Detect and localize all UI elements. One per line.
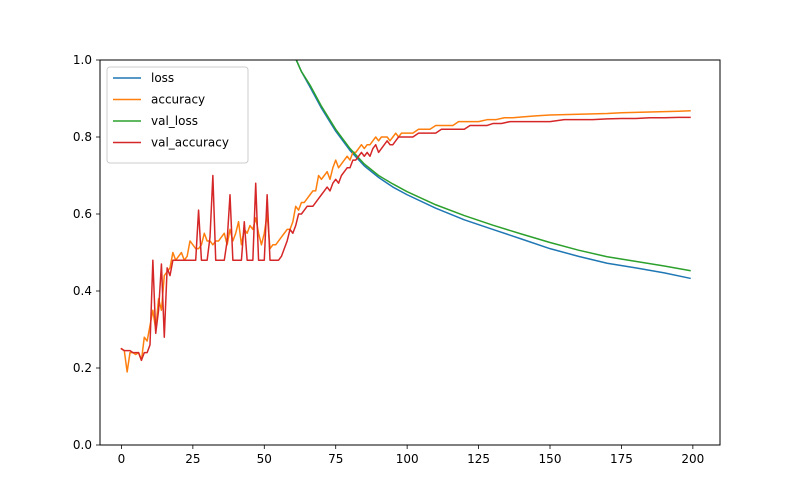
legend: loss accuracy val_loss val_accuracy xyxy=(106,66,249,164)
x-axis: 0 25 50 75 100 125 150 175 200 xyxy=(118,445,704,466)
legend-label-val-loss: val_loss xyxy=(151,114,198,128)
series-line-loss xyxy=(295,60,691,280)
y-tick-label: 0.4 xyxy=(73,284,92,298)
x-tick-label: 200 xyxy=(681,452,704,466)
series-line-val-loss xyxy=(295,60,691,272)
series-line-accuracy xyxy=(120,110,691,373)
plot-lines xyxy=(120,60,691,373)
y-axis: 0.0 0.2 0.4 0.6 0.8 1.0 xyxy=(73,53,100,452)
x-tick-label: 75 xyxy=(328,452,343,466)
x-tick-label: 125 xyxy=(467,452,490,466)
x-tick-label: 0 xyxy=(118,452,126,466)
series-line-val-accuracy xyxy=(120,116,691,362)
y-tick-label: 0.6 xyxy=(73,207,92,221)
plot-frame xyxy=(99,59,721,446)
legend-label-loss: loss xyxy=(151,71,174,85)
x-tick-label: 100 xyxy=(396,452,419,466)
x-tick-label: 25 xyxy=(185,452,200,466)
y-tick-label: 1.0 xyxy=(73,53,92,67)
y-tick-label: 0.8 xyxy=(73,130,92,144)
legend-label-accuracy: accuracy xyxy=(151,93,205,107)
y-tick-label: 0.2 xyxy=(73,361,92,375)
x-tick-label: 50 xyxy=(257,452,272,466)
y-tick-label: 0.0 xyxy=(73,438,92,452)
x-tick-label: 150 xyxy=(539,452,562,466)
x-tick-label: 175 xyxy=(610,452,633,466)
legend-box xyxy=(106,66,249,164)
legend-label-val-accuracy: val_accuracy xyxy=(151,136,229,150)
